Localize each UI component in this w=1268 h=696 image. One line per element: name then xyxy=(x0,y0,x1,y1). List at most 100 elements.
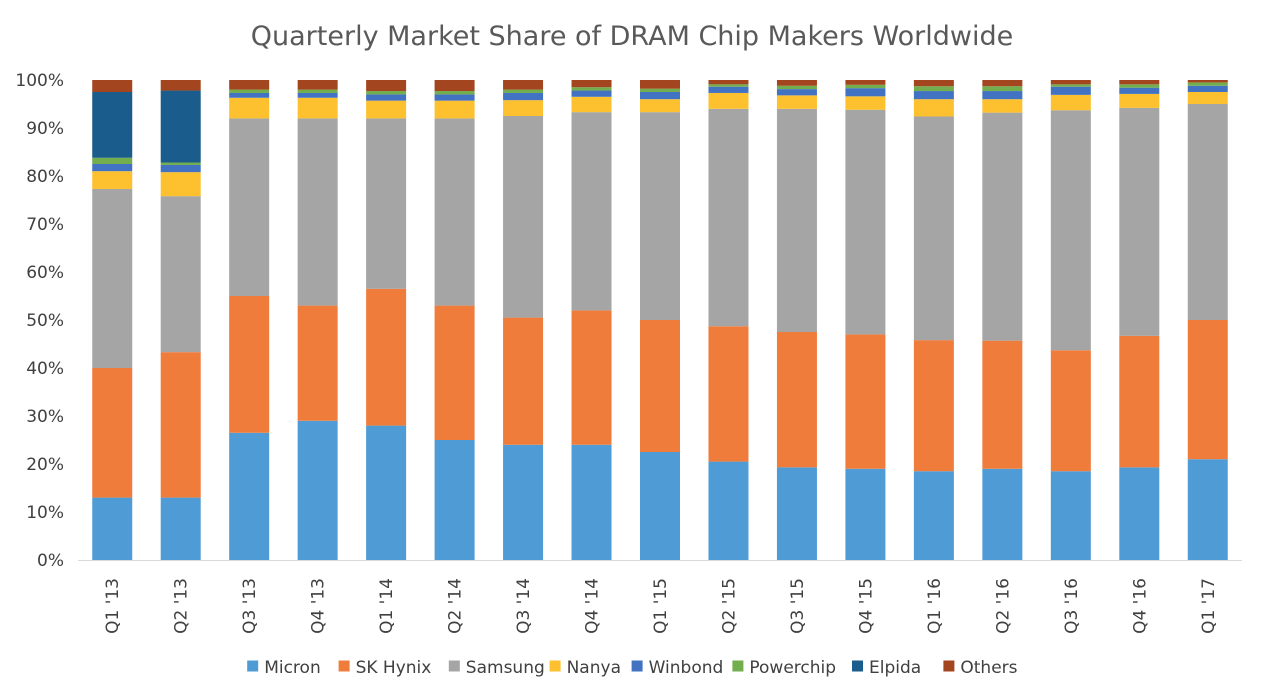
bar-segment-nanya xyxy=(640,99,680,113)
bar-segment-samsung xyxy=(845,109,886,335)
legend-swatch-micron xyxy=(247,660,259,672)
y-tick-label: 10% xyxy=(26,503,64,523)
bar-segment-powerchip xyxy=(640,88,680,92)
x-tick-label: Q1 '13 xyxy=(103,578,123,634)
x-tick-label: Q4 '16 xyxy=(1130,578,1150,634)
bar-segment-nanya xyxy=(708,92,749,109)
bar-segment-micron xyxy=(571,444,612,560)
x-tick-label: Q1 '14 xyxy=(377,578,397,634)
bar-segment-micron xyxy=(640,452,680,560)
y-tick-label: 0% xyxy=(37,551,64,571)
bar-segment-sk-hynix xyxy=(982,340,1023,469)
bar-segment-others xyxy=(434,80,475,92)
bar-segment-sk-hynix xyxy=(297,305,338,421)
bar-segment-nanya xyxy=(297,97,338,119)
bar-segment-nanya xyxy=(434,100,475,119)
legend-label: Winbond xyxy=(649,658,724,678)
x-tick-label: Q4 '13 xyxy=(309,578,329,634)
legend-swatch-nanya xyxy=(549,660,561,672)
bar-segment-powerchip xyxy=(366,91,407,95)
bar-segment-sk-hynix xyxy=(1050,350,1091,472)
bar-segment-winbond xyxy=(845,88,886,97)
bar-segment-powerchip xyxy=(982,86,1023,92)
bar-segment-powerchip xyxy=(845,84,886,89)
legend: Micron SK Hynix Samsung Nanya Winbond Powerch… xyxy=(247,658,1018,678)
x-tick-label: Q1 '16 xyxy=(925,578,945,634)
x-tick-label: Q2 '16 xyxy=(993,578,1013,634)
bar-segment-micron xyxy=(1050,471,1091,560)
bar-segment-samsung xyxy=(708,108,749,327)
bar-segment-winbond xyxy=(982,91,1023,100)
chart-title: Quarterly Market Share of DRAM Chip Make… xyxy=(251,21,1013,52)
bar-segment-winbond xyxy=(1119,87,1160,94)
bar-segment-sk-hynix xyxy=(229,296,270,433)
legend-label: Nanya xyxy=(567,658,621,678)
bar-segment-winbond xyxy=(1187,85,1228,92)
bar-segment-nanya xyxy=(160,172,201,197)
bar-segment-micron xyxy=(1187,459,1228,560)
bar-segment-sk-hynix xyxy=(434,305,475,440)
bar-segment-others xyxy=(1119,80,1160,85)
legend-swatch-sk-hynix xyxy=(338,660,350,672)
y-tick-label: 50% xyxy=(26,311,64,331)
bar-segment-samsung xyxy=(1050,110,1091,351)
bar-segment-winbond xyxy=(92,164,133,172)
bar-segment-nanya xyxy=(1119,93,1160,108)
bar-segment-nanya xyxy=(92,171,133,189)
bar-segment-powerchip xyxy=(434,91,475,95)
legend-swatch-samsung xyxy=(448,660,460,672)
x-tick-label: Q2 '13 xyxy=(172,578,192,634)
bar-segment-micron xyxy=(92,497,133,560)
bar-segment-micron xyxy=(160,497,201,560)
y-tick-label: 60% xyxy=(26,263,64,283)
bar-segment-micron xyxy=(366,425,407,560)
x-tick-label: Q2 '15 xyxy=(719,578,739,634)
bar-segment-micron xyxy=(434,440,475,560)
bar-segment-winbond xyxy=(708,86,749,93)
bar-segment-winbond xyxy=(366,94,407,101)
bar-segment-powerchip xyxy=(1119,84,1160,88)
legend-swatch-winbond xyxy=(631,660,643,672)
bar-segment-others xyxy=(913,80,954,87)
bar-segment-powerchip xyxy=(913,86,954,92)
y-tick-label: 20% xyxy=(26,455,64,475)
bar-segment-samsung xyxy=(92,188,133,368)
bar-segment-sk-hynix xyxy=(913,340,954,472)
bar-segment-powerchip xyxy=(776,85,817,90)
bar-segment-others xyxy=(640,80,680,89)
bar-segment-others xyxy=(1050,80,1091,85)
bar-segment-elpida xyxy=(92,92,133,158)
bar-segment-samsung xyxy=(366,118,407,289)
bar-segment-powerchip xyxy=(160,162,201,165)
legend-label: SK Hynix xyxy=(356,658,432,678)
bar-segment-nanya xyxy=(571,96,612,113)
bar-segment-others xyxy=(982,80,1023,87)
legend-label: Others xyxy=(960,658,1017,678)
bar-segment-micron xyxy=(229,432,270,560)
bar-segment-nanya xyxy=(845,96,886,110)
bar-segment-samsung xyxy=(1187,104,1228,320)
y-tick-label: 70% xyxy=(26,215,64,235)
bar-segment-nanya xyxy=(229,97,270,119)
y-tick-label: 80% xyxy=(26,167,64,187)
legend-swatch-powerchip xyxy=(732,660,744,672)
bar-segment-nanya xyxy=(366,100,407,119)
bar-segment-winbond xyxy=(640,92,680,100)
x-tick-label: Q4 '15 xyxy=(856,578,876,634)
bar-segment-micron xyxy=(1119,467,1160,560)
bar-segment-others xyxy=(571,80,612,88)
bar-segment-sk-hynix xyxy=(1119,335,1160,468)
bar-segment-micron xyxy=(913,471,954,560)
bar-segment-samsung xyxy=(160,196,201,353)
bar-segment-sk-hynix xyxy=(776,332,817,468)
x-tick-label: Q2 '14 xyxy=(446,578,466,634)
bar-segment-samsung xyxy=(913,116,954,341)
bar-segment-samsung xyxy=(982,112,1023,341)
bar-segment-winbond xyxy=(503,92,544,101)
x-tick-label: Q1 '17 xyxy=(1199,578,1219,634)
legend-label: Samsung xyxy=(466,658,545,678)
y-tick-label: 30% xyxy=(26,407,64,427)
bar-segment-others xyxy=(92,80,133,92)
bar-segment-micron xyxy=(503,444,544,560)
